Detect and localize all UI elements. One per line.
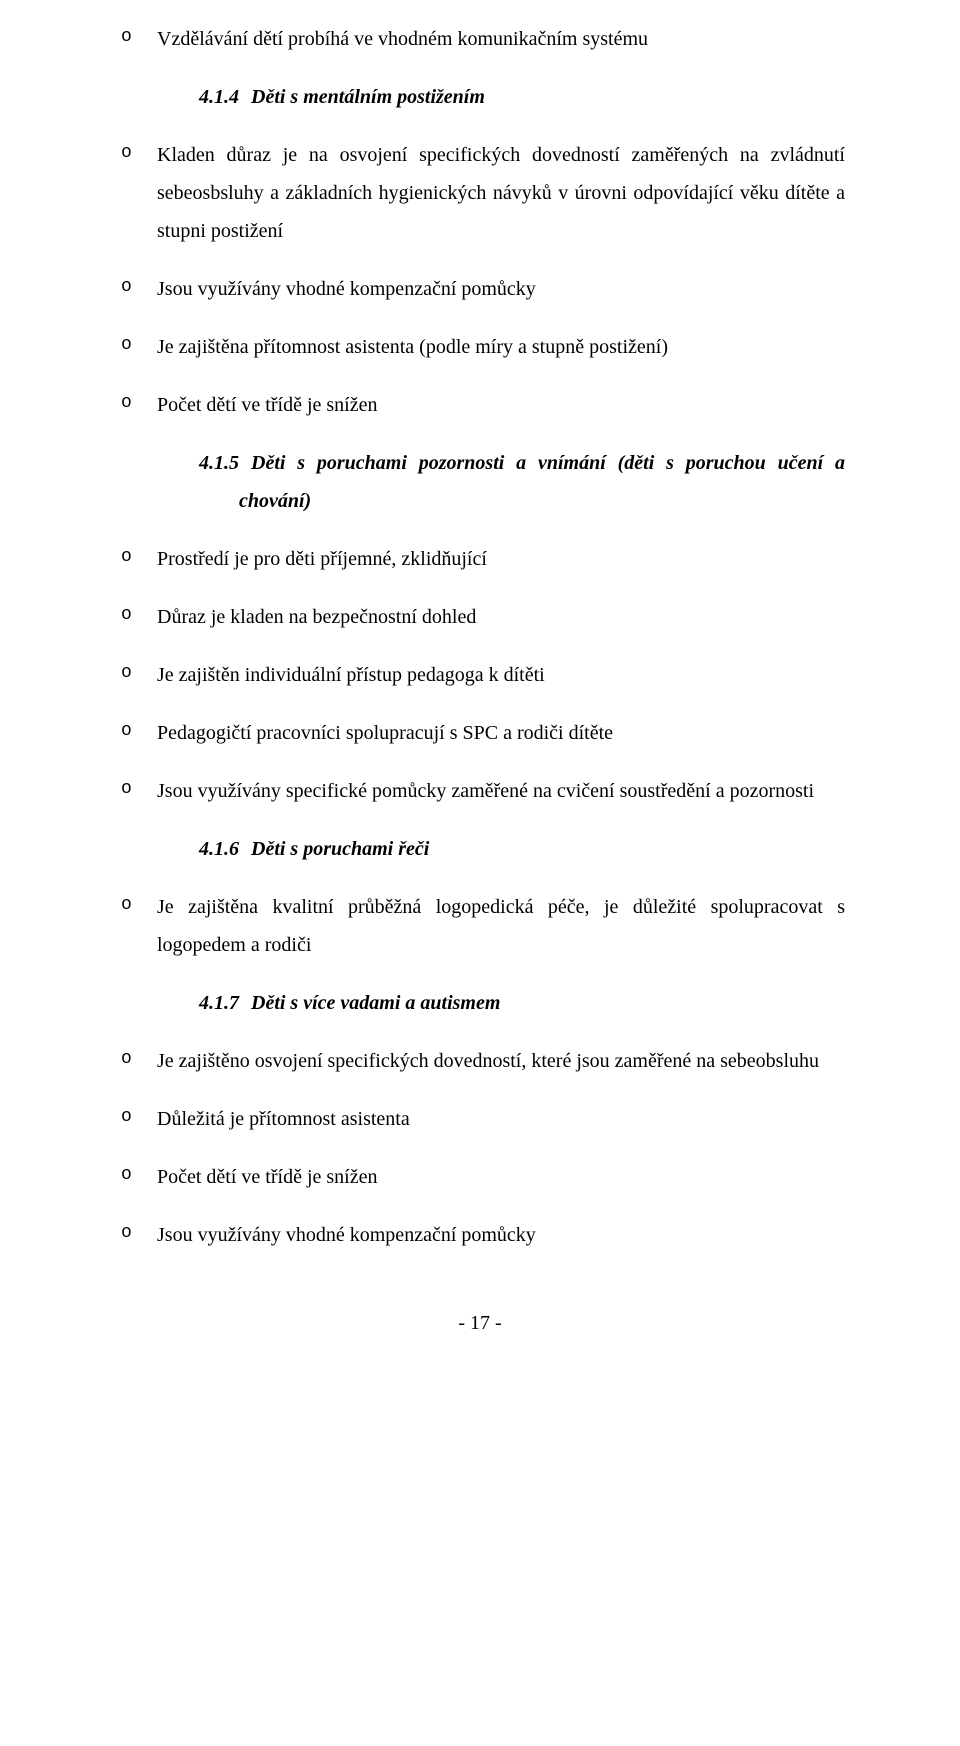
heading-number: 4.1.7	[199, 984, 251, 1022]
bullet-text: Kladen důraz je na osvojení specifických…	[157, 144, 845, 242]
bullet-text: Počet dětí ve třídě je snížen	[157, 1166, 377, 1188]
list-item: Vzdělávání dětí probíhá ve vhodném komun…	[115, 20, 845, 58]
list-item: Je zajištěna kvalitní průběžná logopedic…	[115, 888, 845, 964]
bullet-text: Je zajištěno osvojení specifických doved…	[157, 1050, 819, 1072]
heading-4-1-7: 4.1.7Děti s více vadami a autismem	[157, 984, 845, 1022]
list-item: Pedagogičtí pracovníci spolupracují s SP…	[115, 714, 845, 752]
list-item: Jsou využívány vhodné kompenzační pomůck…	[115, 270, 845, 308]
heading-title: Děti s více vadami a autismem	[251, 992, 500, 1014]
list-item: Kladen důraz je na osvojení specifických…	[115, 136, 845, 250]
bullet-text: Jsou využívány vhodné kompenzační pomůck…	[157, 278, 536, 300]
list-item: Jsou využívány vhodné kompenzační pomůck…	[115, 1216, 845, 1254]
list-item: Je zajištěno osvojení specifických doved…	[115, 1042, 845, 1080]
bullet-text: Důležitá je přítomnost asistenta	[157, 1108, 410, 1130]
heading-title: Děti s poruchami pozornosti a vnímání (d…	[239, 452, 845, 512]
bullet-text: Jsou využívány specifické pomůcky zaměře…	[157, 780, 814, 802]
list-item: Jsou využívány specifické pomůcky zaměře…	[115, 772, 845, 810]
list-item: Je zajištěna přítomnost asistenta (podle…	[115, 328, 845, 366]
list-item: Důležitá je přítomnost asistenta	[115, 1100, 845, 1138]
bullet-text: Jsou využívány vhodné kompenzační pomůck…	[157, 1224, 536, 1246]
bullet-text: Je zajištěna kvalitní průběžná logopedic…	[157, 896, 845, 956]
heading-number: 4.1.6	[199, 830, 251, 868]
bullet-text: Pedagogičtí pracovníci spolupracují s SP…	[157, 722, 613, 744]
list-item: Je zajištěn individuální přístup pedagog…	[115, 656, 845, 694]
list-item: Počet dětí ve třídě je snížen	[115, 386, 845, 424]
bullet-text: Prostředí je pro děti příjemné, zklidňuj…	[157, 548, 487, 570]
page-number: - 17 -	[115, 1304, 845, 1342]
list-item: Počet dětí ve třídě je snížen	[115, 1158, 845, 1196]
heading-number: 4.1.5	[199, 444, 251, 482]
heading-4-1-6: 4.1.6Děti s poruchami řeči	[157, 830, 845, 868]
bullet-text: Počet dětí ve třídě je snížen	[157, 394, 377, 416]
heading-4-1-4: 4.1.4Děti s mentálním postižením	[157, 78, 845, 116]
heading-title: Děti s mentálním postižením	[251, 86, 485, 108]
list-item: Prostředí je pro děti příjemné, zklidňuj…	[115, 540, 845, 578]
bullet-text: Důraz je kladen na bezpečnostní dohled	[157, 606, 476, 628]
list-item: Důraz je kladen na bezpečnostní dohled	[115, 598, 845, 636]
bullet-text: Je zajištěna přítomnost asistenta (podle…	[157, 336, 668, 358]
heading-title: Děti s poruchami řeči	[251, 838, 429, 860]
heading-number: 4.1.4	[199, 78, 251, 116]
bullet-text: Je zajištěn individuální přístup pedagog…	[157, 664, 545, 686]
bullet-text: Vzdělávání dětí probíhá ve vhodném komun…	[157, 28, 648, 50]
heading-4-1-5: 4.1.5Děti s poruchami pozornosti a vnímá…	[157, 444, 845, 520]
